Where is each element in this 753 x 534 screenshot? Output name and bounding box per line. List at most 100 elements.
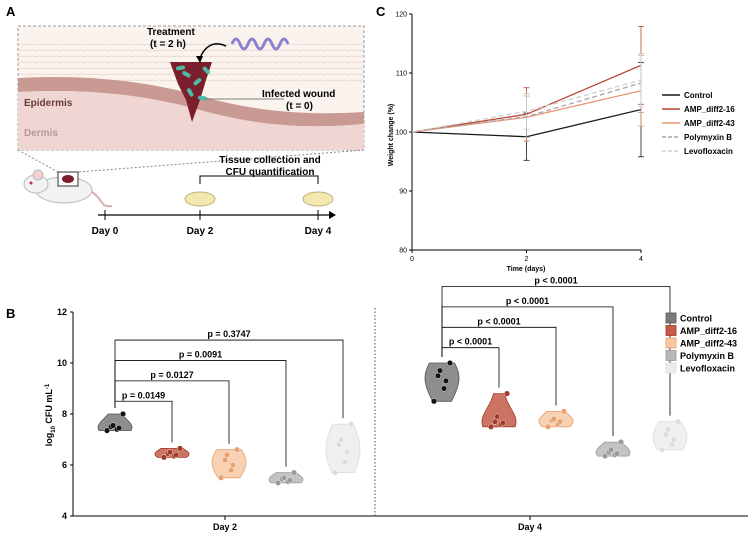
significance-bracket	[441, 306, 614, 437]
treatment-arrow	[199, 43, 227, 59]
significance-label: p < 0.0001	[477, 316, 520, 326]
data-point-levofloxacin	[675, 418, 682, 425]
mouse-eye	[29, 181, 33, 185]
treatment-label: Treatment	[147, 27, 195, 38]
data-point-amp-diff2-43	[233, 446, 240, 453]
line-chart-y-tick-label: 90	[399, 189, 407, 196]
data-point-levofloxacin	[336, 441, 343, 448]
legend-swatch-amp-diff2-43	[665, 337, 677, 349]
legend-swatch-amp-diff2-16	[665, 325, 677, 336]
legend-label-levofloxacin: Levofloxacin	[680, 364, 735, 374]
violin-chart-y-tick-label: 4	[62, 511, 67, 521]
violin-levofloxacin	[325, 423, 361, 473]
data-point-control	[119, 411, 126, 418]
treatment-arrowhead	[196, 56, 203, 63]
panel-b-letter: B	[6, 306, 15, 321]
mouse-ear	[32, 169, 44, 181]
violin-amp-diff2-43	[211, 449, 247, 479]
petri-dish-day-2	[184, 191, 216, 207]
data-point-control	[435, 372, 442, 379]
data-point-levofloxacin	[665, 426, 672, 433]
data-point-amp-diff2-16	[160, 454, 167, 461]
dermis-layer	[18, 90, 364, 150]
legend-swatch-polymyxin-b	[665, 350, 677, 361]
panel-c: C Weight change (%) Time (days) 80 90 100 1…	[376, 4, 735, 273]
data-point-levofloxacin	[342, 459, 349, 466]
data-point-amp-diff2-16	[166, 449, 173, 456]
data-point-levofloxacin	[348, 421, 355, 428]
panel-c-letter: C	[376, 4, 386, 19]
significance-label: p = 0.0091	[179, 349, 222, 359]
significance-label: p < 0.0001	[534, 276, 577, 286]
panel-a: A Treatment (t = 2 h) Epidermis Dermis I…	[6, 4, 365, 237]
data-point-polymyxin-b	[287, 477, 294, 484]
data-point-amp-diff2-16	[172, 451, 179, 458]
line-chart-x-tick-label: 2	[525, 256, 529, 263]
legend-label-polymyxin-b: Polymyxin B	[680, 351, 735, 361]
violin-chart-x-tick-label: Day 2	[213, 522, 237, 532]
data-point-amp-diff2-43	[223, 451, 230, 458]
collection-bracket	[199, 175, 319, 184]
data-point-control	[103, 427, 110, 434]
significance-label: p < 0.0001	[506, 296, 549, 306]
data-point-polymyxin-b	[618, 439, 625, 446]
timeline-day-2: Day 2	[187, 226, 214, 237]
data-point-levofloxacin	[659, 446, 666, 453]
violin-chart-x-tick-label: Day 4	[518, 522, 542, 532]
data-point-amp-diff2-16	[492, 418, 499, 425]
data-point-amp-diff2-43	[227, 467, 234, 474]
significance-label: p = 0.3747	[207, 329, 250, 339]
data-point-amp-diff2-16	[488, 423, 495, 430]
legend-swatch-control	[665, 312, 677, 324]
violin-chart-legend: Control AMP_diff2-16 AMP_diff2-43 Polymyxin…	[665, 312, 737, 374]
bacterium	[193, 78, 202, 86]
skin-cross-section: Treatment (t = 2 h) Epidermis Dermis Inf…	[17, 25, 365, 151]
violin-chart-y-tick-label: 10	[57, 358, 67, 368]
significance-label: p < 0.0001	[449, 337, 492, 347]
data-point-polymyxin-b	[281, 474, 288, 481]
data-point-polymyxin-b	[275, 479, 282, 486]
collection-label-1: Tissue collection and	[219, 155, 321, 166]
panel-b: B log10 CFU mL-1 4 6 8 10 12 Day 2 Day 4 p = 0…	[6, 276, 748, 532]
data-point-levofloxacin	[344, 449, 351, 456]
data-point-levofloxacin	[669, 441, 676, 448]
significance-label: p = 0.0127	[150, 370, 193, 380]
legend-label-control: Control	[684, 91, 712, 100]
violin-chart-brackets: p = 0.0149 p = 0.0127 p = 0.0091 p = 0.3747…	[114, 276, 671, 467]
line-chart-y-tick-label: 120	[395, 12, 407, 19]
series-line-levofloxacin	[411, 79, 642, 133]
bacterium	[182, 71, 191, 78]
timeline-arrowhead	[329, 211, 336, 219]
data-point-amp-diff2-43	[561, 408, 568, 415]
data-point-levofloxacin	[671, 436, 678, 443]
line-chart-y-tick-label: 110	[396, 71, 407, 78]
violin-chart-ylabel: log10 CFU mL-1	[44, 383, 57, 446]
mouse-tail	[91, 191, 113, 208]
peptide-helix	[230, 37, 290, 51]
legend-label-amp-diff2-16: AMP_diff2-16	[680, 326, 737, 336]
line-chart-x-tick-label: 4	[639, 256, 643, 263]
data-point-amp-diff2-16	[504, 390, 511, 397]
violin-control	[424, 362, 460, 402]
line-chart-xlabel: Time (days)	[507, 266, 546, 273]
legend-label-amp-diff2-43: AMP_diff2-43	[684, 119, 735, 128]
data-point-amp-diff2-43	[557, 418, 564, 425]
data-point-amp-diff2-43	[229, 462, 236, 469]
epidermis-label: Epidermis	[24, 98, 73, 109]
wound-spot	[62, 175, 74, 183]
data-point-control	[437, 367, 444, 374]
timeline-day-4: Day 4	[305, 226, 332, 237]
line-chart-legend: Control AMP_diff2-16 AMP_diff2-43 Polymyxin…	[662, 91, 735, 156]
data-point-levofloxacin	[663, 431, 670, 438]
data-point-levofloxacin	[338, 436, 345, 443]
bacterium	[198, 95, 207, 101]
line-chart-x-tick-label: 0	[410, 256, 414, 263]
data-point-amp-diff2-43	[217, 474, 224, 481]
line-chart-y-tick-label: 80	[399, 248, 407, 255]
line-chart-axes: 80 90 100 110 120 0 2 4	[395, 12, 643, 264]
data-point-control	[441, 385, 448, 392]
data-point-polymyxin-b	[608, 446, 615, 453]
data-point-amp-diff2-16	[494, 413, 501, 420]
timeline: Day 0 Day 2 Day 4 Tissue collection and …	[92, 155, 336, 237]
